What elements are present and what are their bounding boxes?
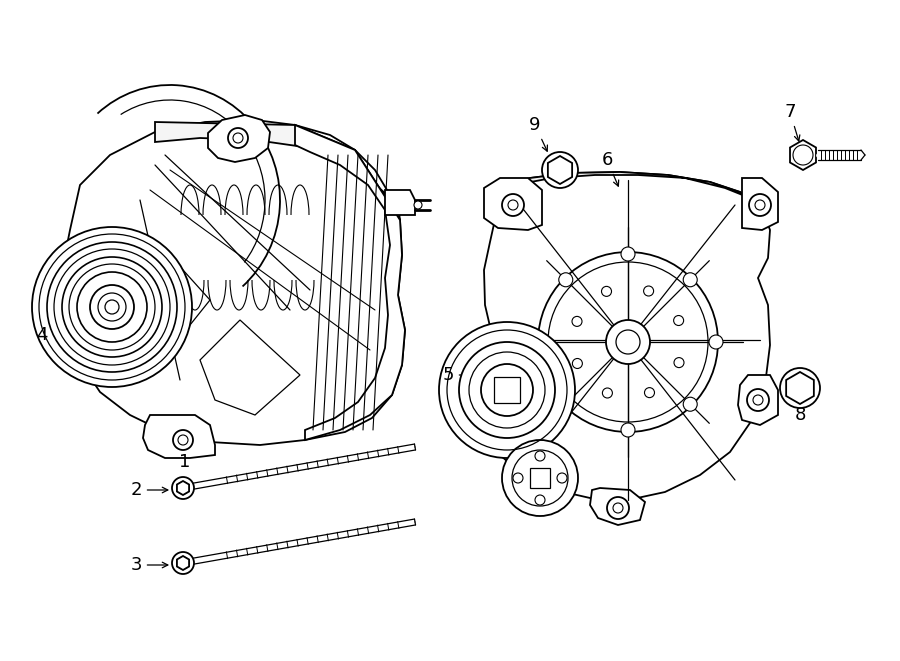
Circle shape — [172, 552, 194, 574]
Circle shape — [77, 272, 147, 342]
Circle shape — [607, 497, 629, 519]
Text: 4: 4 — [36, 317, 69, 344]
Circle shape — [105, 300, 119, 314]
Polygon shape — [496, 172, 762, 208]
Circle shape — [32, 227, 192, 387]
Circle shape — [481, 364, 533, 416]
Text: 7: 7 — [784, 103, 800, 141]
Circle shape — [47, 242, 177, 372]
Polygon shape — [295, 125, 405, 440]
Text: 3: 3 — [130, 556, 167, 574]
Circle shape — [535, 495, 545, 505]
Circle shape — [228, 128, 248, 148]
Circle shape — [557, 473, 567, 483]
Circle shape — [780, 368, 820, 408]
Circle shape — [747, 389, 769, 411]
Circle shape — [414, 201, 422, 209]
Polygon shape — [790, 140, 816, 170]
Circle shape — [502, 194, 524, 216]
Circle shape — [172, 477, 194, 499]
Polygon shape — [738, 375, 778, 425]
Circle shape — [601, 286, 611, 296]
Circle shape — [513, 473, 523, 483]
Circle shape — [559, 273, 572, 287]
Polygon shape — [590, 488, 645, 525]
Circle shape — [542, 152, 578, 188]
Text: 6: 6 — [601, 151, 618, 186]
Circle shape — [173, 430, 193, 450]
Circle shape — [538, 252, 718, 432]
Circle shape — [644, 387, 654, 398]
Circle shape — [621, 423, 635, 437]
Circle shape — [749, 194, 771, 216]
Polygon shape — [143, 415, 215, 458]
Polygon shape — [65, 120, 405, 445]
Circle shape — [62, 257, 162, 357]
Circle shape — [602, 388, 612, 398]
Circle shape — [621, 247, 635, 261]
Text: 2: 2 — [130, 481, 167, 499]
Text: 8: 8 — [795, 401, 806, 424]
Circle shape — [439, 322, 575, 458]
Circle shape — [673, 315, 684, 325]
Polygon shape — [484, 178, 542, 230]
Circle shape — [674, 358, 684, 368]
Polygon shape — [786, 372, 814, 404]
Polygon shape — [530, 468, 550, 488]
Circle shape — [683, 273, 698, 287]
Polygon shape — [177, 556, 189, 570]
Polygon shape — [482, 172, 770, 500]
Circle shape — [644, 286, 653, 296]
Text: 9: 9 — [529, 116, 547, 151]
Circle shape — [683, 397, 698, 411]
Text: 1: 1 — [179, 431, 191, 471]
Polygon shape — [742, 178, 778, 230]
Polygon shape — [177, 481, 189, 495]
Text: 5: 5 — [442, 366, 468, 384]
Circle shape — [459, 342, 555, 438]
Polygon shape — [548, 156, 572, 184]
Circle shape — [606, 320, 650, 364]
Polygon shape — [155, 122, 400, 220]
Circle shape — [90, 285, 134, 329]
Circle shape — [535, 451, 545, 461]
Circle shape — [572, 358, 582, 368]
Circle shape — [572, 317, 582, 327]
Circle shape — [559, 397, 572, 411]
Circle shape — [533, 335, 547, 349]
Circle shape — [502, 440, 578, 516]
Circle shape — [709, 335, 723, 349]
Polygon shape — [208, 115, 270, 162]
Polygon shape — [494, 377, 520, 403]
Polygon shape — [385, 190, 415, 215]
